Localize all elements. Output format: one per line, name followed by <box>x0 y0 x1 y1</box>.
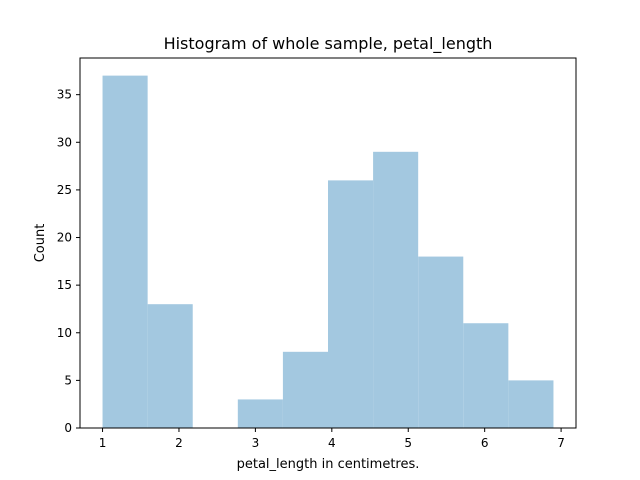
histogram-bar <box>237 399 283 428</box>
y-tick-label: 20 <box>57 231 72 245</box>
x-tick-label: 6 <box>481 436 489 450</box>
histogram-bar <box>508 380 554 428</box>
x-axis-label: petal_length in centimetres. <box>237 457 420 472</box>
y-axis: 0 5 10 15 20 25 30 35 <box>57 88 80 435</box>
chart-title: Histogram of whole sample, petal_length <box>164 34 493 54</box>
histogram-bar <box>102 75 148 428</box>
histogram-bar <box>418 256 464 428</box>
histogram-bar <box>282 351 328 428</box>
histogram-bar <box>328 180 374 428</box>
x-tick-label: 1 <box>99 436 107 450</box>
histogram-bar <box>147 304 193 428</box>
y-tick-label: 15 <box>57 278 72 292</box>
histogram-bar <box>373 151 419 429</box>
x-tick-label: 3 <box>252 436 260 450</box>
y-tick-label: 35 <box>57 88 72 102</box>
x-tick-label: 5 <box>404 436 412 450</box>
histogram-bar <box>463 323 509 428</box>
y-tick-label: 25 <box>57 183 72 197</box>
y-tick-label: 0 <box>64 421 72 435</box>
y-axis-label: Count <box>33 224 48 263</box>
y-tick-label: 30 <box>57 135 72 149</box>
bars-group <box>102 75 554 429</box>
y-tick-label: 5 <box>64 373 72 387</box>
x-axis: 1 2 3 4 5 6 7 <box>99 428 565 450</box>
x-tick-label: 4 <box>328 436 336 450</box>
y-tick-label: 10 <box>57 326 72 340</box>
x-tick-label: 7 <box>557 436 565 450</box>
plot-frame <box>79 57 577 429</box>
x-tick-label: 2 <box>175 436 183 450</box>
